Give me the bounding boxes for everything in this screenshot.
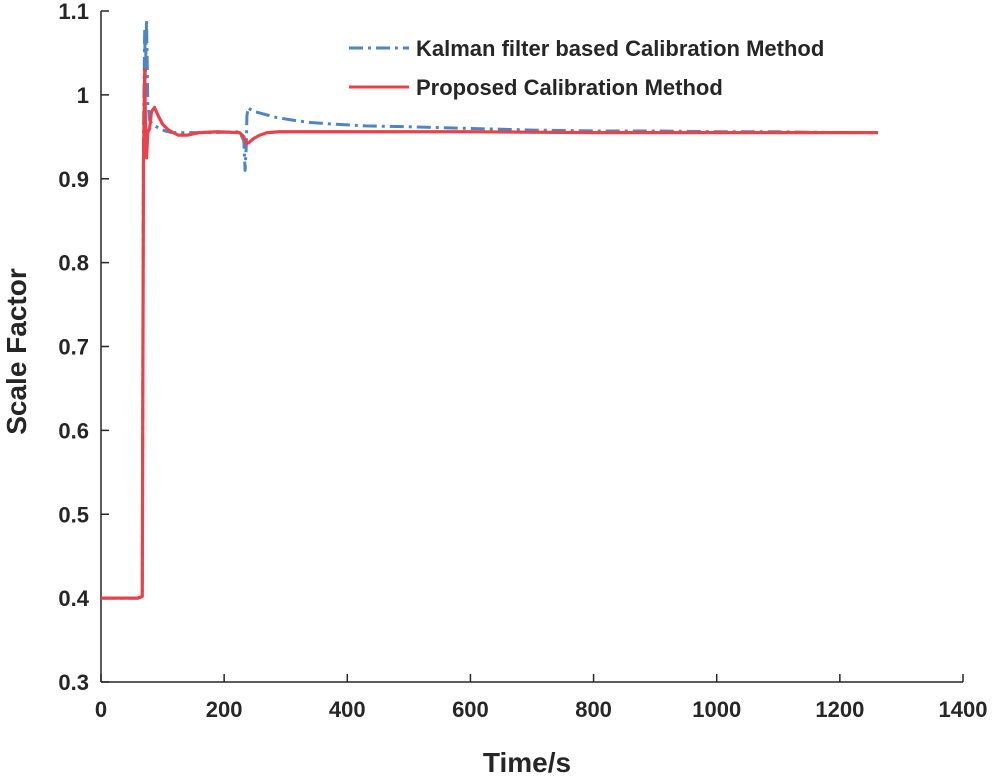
legend: Kalman filter based Calibration Method P… [349,36,824,100]
x-tick-label: 1000 [692,697,741,722]
series-line-kalman [101,17,879,600]
y-tick-label: 1 [77,83,89,108]
y-tick-label: 0.8 [58,251,89,276]
y-tick-label: 0.6 [58,418,89,443]
x-tick-label: 1200 [815,697,864,722]
y-tick-label: 0.5 [58,502,89,527]
series-line-proposed [101,68,879,600]
x-tick-label: 200 [206,697,243,722]
x-tick-label: 1400 [939,697,988,722]
x-tick-label: 600 [452,697,489,722]
y-tick-label: 1.1 [58,0,89,24]
x-tick-label: 400 [329,697,366,722]
y-tick-label: 0.4 [58,586,89,611]
y-tick-label: 0.7 [58,335,89,360]
y-tick-label: 0.9 [58,167,89,192]
y-axis-title: Scale Factor [1,268,32,435]
series-lines [101,17,879,600]
legend-label-kalman: Kalman filter based Calibration Method [416,36,824,61]
y-tick-label: 0.3 [58,670,89,695]
x-tick-label: 800 [575,697,612,722]
x-axis-title: Time/s [483,747,571,778]
legend-label-proposed: Proposed Calibration Method [416,75,723,100]
axes: 0 200 400 600 800 1000 1200 1400 0.3 0.4 0.5 0.6 0.7… [58,0,987,722]
x-tick-label: 0 [95,697,107,722]
